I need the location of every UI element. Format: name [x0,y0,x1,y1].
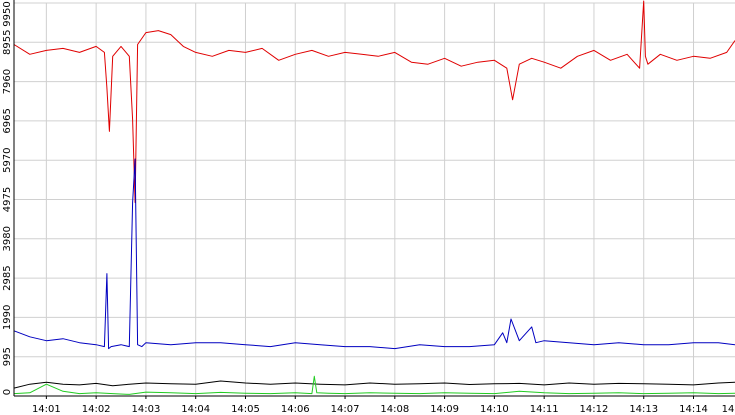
x-tick-label: 14:09 [430,404,459,415]
series-line-1 [13,158,735,350]
x-tick-label: 14:11 [530,404,559,415]
series-layer [13,0,735,395]
axes [13,0,735,397]
y-tick-label: 6965 [2,108,13,133]
y-tick-label: 3980 [2,226,13,251]
y-tick-label: 5970 [2,147,13,172]
x-tick-label: 14:05 [231,404,260,415]
x-tick-label: 14:02 [82,404,111,415]
x-tick-label: 14 [722,404,735,415]
x-tick-label: 14:12 [580,404,609,415]
series-line-3 [13,375,735,395]
x-tick-label: 14:14 [679,404,708,415]
x-tick-label: 14:07 [331,404,360,415]
y-tick-label: 7960 [2,69,13,94]
grid [14,2,735,399]
x-tick-labels: 14:01 14:02 14:03 14:04 14:05 14:06 14:07 14:08… [32,404,734,415]
y-tick-label: 995 [2,347,13,366]
x-tick-label: 14:06 [281,404,310,415]
series-line-2 [13,380,735,389]
y-tick-label: 1990 [2,305,13,330]
x-tick-label: 14:13 [629,404,658,415]
x-tick-label: 14:01 [32,404,61,415]
y-tick-label: 4975 [2,187,13,212]
x-tick-label: 14:10 [480,404,509,415]
y-tick-label: 9950 [2,1,13,26]
y-tick-label: 2985 [2,265,13,290]
y-tick-label: 8955 [2,30,13,55]
series-line-0 [13,0,735,203]
x-tick-label: 14:08 [380,404,409,415]
x-tick-label: 14:04 [181,404,210,415]
x-tick-label: 14:03 [132,404,161,415]
y-tick-label: 0 [2,389,13,395]
y-tick-labels: 0 995 1990 2985 3980 4975 5970 6965 7960 8955 9950 [2,1,13,395]
